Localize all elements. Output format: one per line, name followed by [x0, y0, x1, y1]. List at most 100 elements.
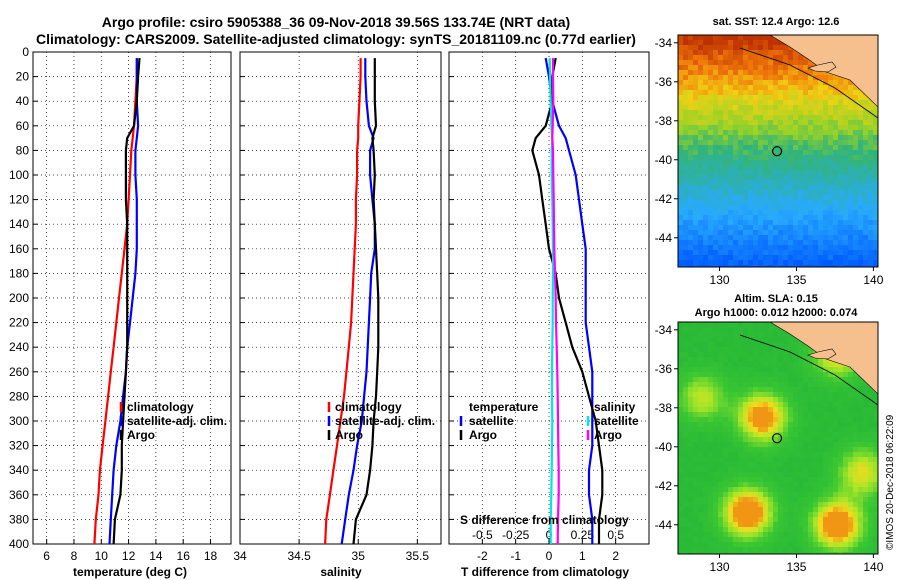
map-cell [828, 230, 833, 235]
map-cell [848, 245, 853, 250]
map-cell [798, 417, 803, 422]
map-cell [838, 552, 843, 554]
map-cell [698, 367, 703, 372]
map-cell [838, 527, 843, 532]
map-cell [793, 522, 798, 527]
map-cell [823, 362, 828, 367]
map-cell [808, 170, 813, 175]
map-cell [698, 65, 703, 70]
map-cell [813, 457, 818, 462]
map-cell [868, 200, 873, 205]
map-cell [703, 245, 708, 250]
map-cell [773, 327, 778, 332]
map-cell [743, 362, 748, 367]
map-cell [783, 477, 788, 482]
map-cell [713, 125, 718, 130]
map-cell [788, 347, 793, 352]
map-cell [783, 507, 788, 512]
map-cell [713, 327, 718, 332]
map-cell [843, 402, 848, 407]
map-cell [708, 165, 713, 170]
map-cell [683, 120, 688, 125]
map-cell [728, 387, 733, 392]
depth-tick-label: 360 [9, 488, 29, 502]
map-cell [793, 457, 798, 462]
map-cell [768, 392, 773, 397]
map-cell [753, 230, 758, 235]
map-cell [793, 260, 798, 265]
map-cell [863, 235, 868, 240]
map-cell [708, 110, 713, 115]
map-cell [698, 532, 703, 537]
map-cell [698, 60, 703, 65]
map-cell [863, 382, 868, 387]
map-cell [758, 45, 763, 50]
map-cell [728, 537, 733, 542]
map-cell [858, 502, 863, 507]
map-cell [838, 145, 843, 150]
map-cell [768, 125, 773, 130]
map-cell [858, 115, 863, 120]
map-cell [838, 150, 843, 155]
map-cell [713, 145, 718, 150]
map-cell [828, 457, 833, 462]
map-cell [698, 165, 703, 170]
map-cell [783, 437, 788, 442]
map-cell [858, 412, 863, 417]
map-cell [783, 180, 788, 185]
map-cell [693, 542, 698, 547]
map-cell [843, 547, 848, 552]
map-cell [853, 175, 858, 180]
map-cell [688, 512, 693, 517]
map-cell [798, 175, 803, 180]
map-cell [778, 407, 783, 412]
map-cell [683, 552, 688, 554]
map-cell [738, 230, 743, 235]
map-cell [828, 367, 833, 372]
map-cell [793, 145, 798, 150]
map-cell [743, 250, 748, 255]
map-cell [843, 250, 848, 255]
map-cell [873, 422, 878, 427]
map-cell [758, 382, 763, 387]
map-cell [678, 452, 683, 457]
map-cell [848, 215, 853, 220]
map-cell [743, 215, 748, 220]
map-cell [858, 477, 863, 482]
map-cell [773, 372, 778, 377]
map-cell [758, 185, 763, 190]
map-cell [788, 100, 793, 105]
map-cell [743, 522, 748, 527]
map-cell [763, 362, 768, 367]
map-cell [843, 422, 848, 427]
map-cell [733, 245, 738, 250]
map-cell [828, 507, 833, 512]
map-cell [703, 145, 708, 150]
map-cell [858, 245, 863, 250]
map-cell [873, 437, 878, 442]
map-cell [828, 90, 833, 95]
map-cell [678, 522, 683, 527]
map-cell [718, 265, 723, 267]
map-cell [688, 70, 693, 75]
map-cell [753, 532, 758, 537]
map-cell [733, 200, 738, 205]
map-cell [713, 235, 718, 240]
map-cell [723, 437, 728, 442]
map-cell [693, 235, 698, 240]
map-cell [793, 547, 798, 552]
map-cell [808, 552, 813, 554]
map-cell [853, 165, 858, 170]
map-cell [718, 200, 723, 205]
map-cell [683, 457, 688, 462]
map-cell [743, 452, 748, 457]
map-cell [818, 382, 823, 387]
map-cell [683, 125, 688, 130]
map-cell [848, 260, 853, 265]
map-cell [678, 75, 683, 80]
map-cell [703, 382, 708, 387]
map-cell [713, 160, 718, 165]
map-cell [738, 95, 743, 100]
map-cell [723, 180, 728, 185]
map-cell [728, 170, 733, 175]
